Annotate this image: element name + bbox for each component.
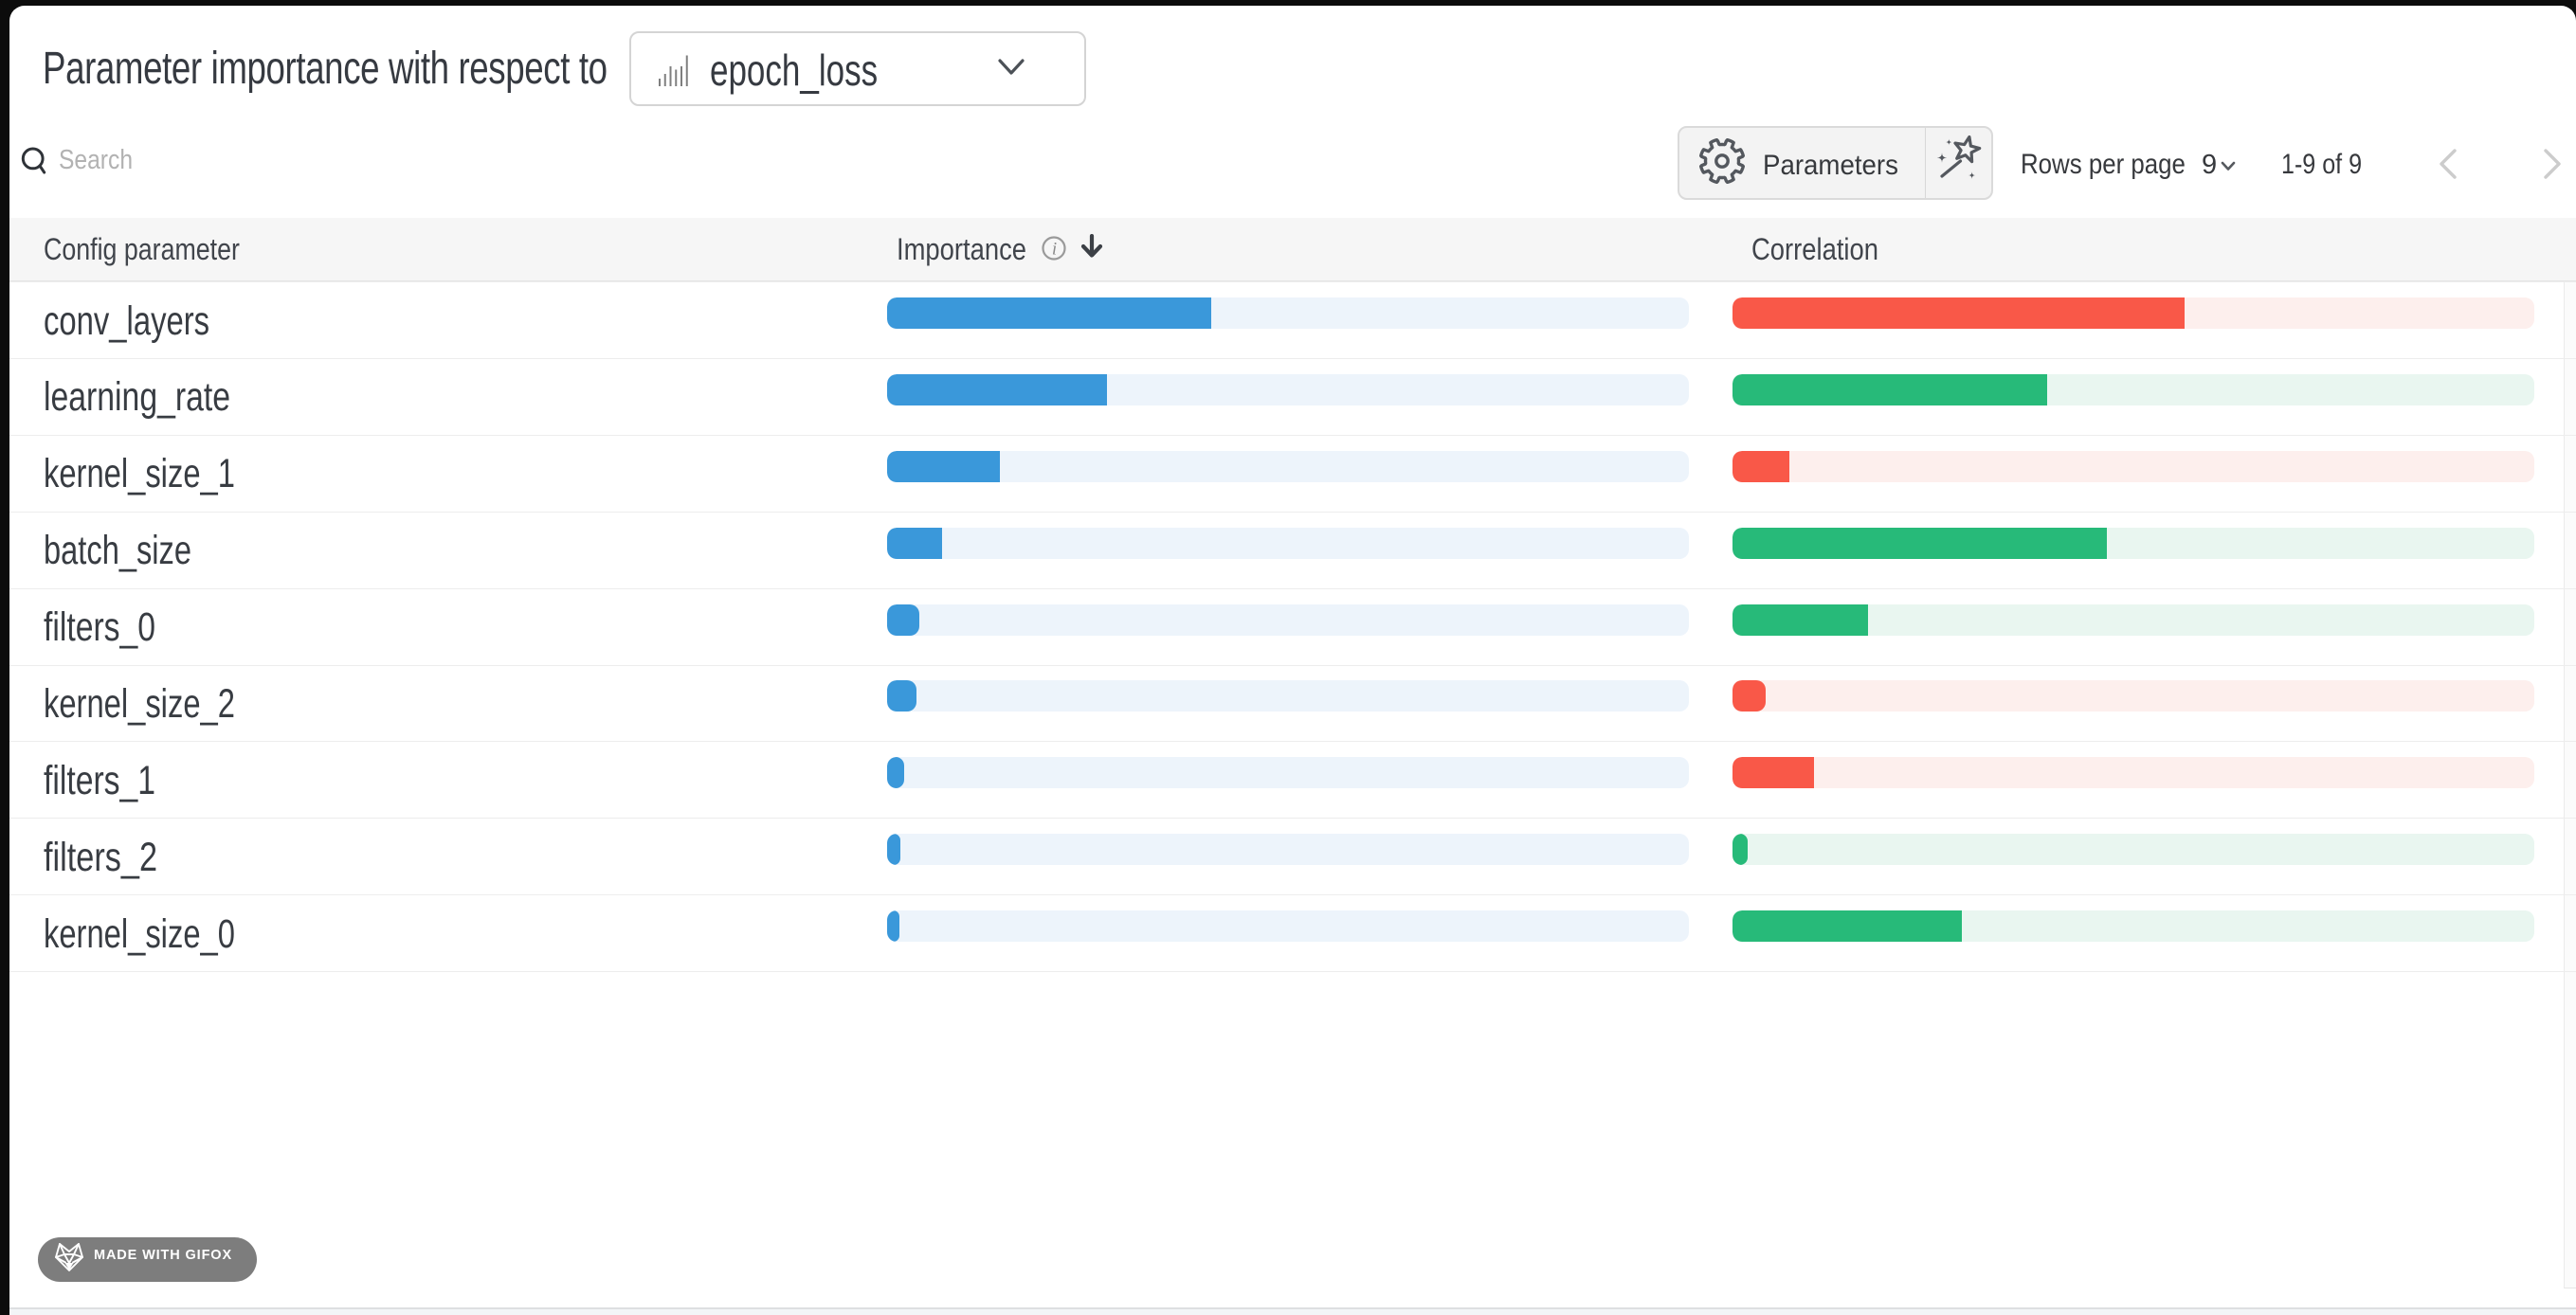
svg-text:i: i [1052,240,1057,260]
